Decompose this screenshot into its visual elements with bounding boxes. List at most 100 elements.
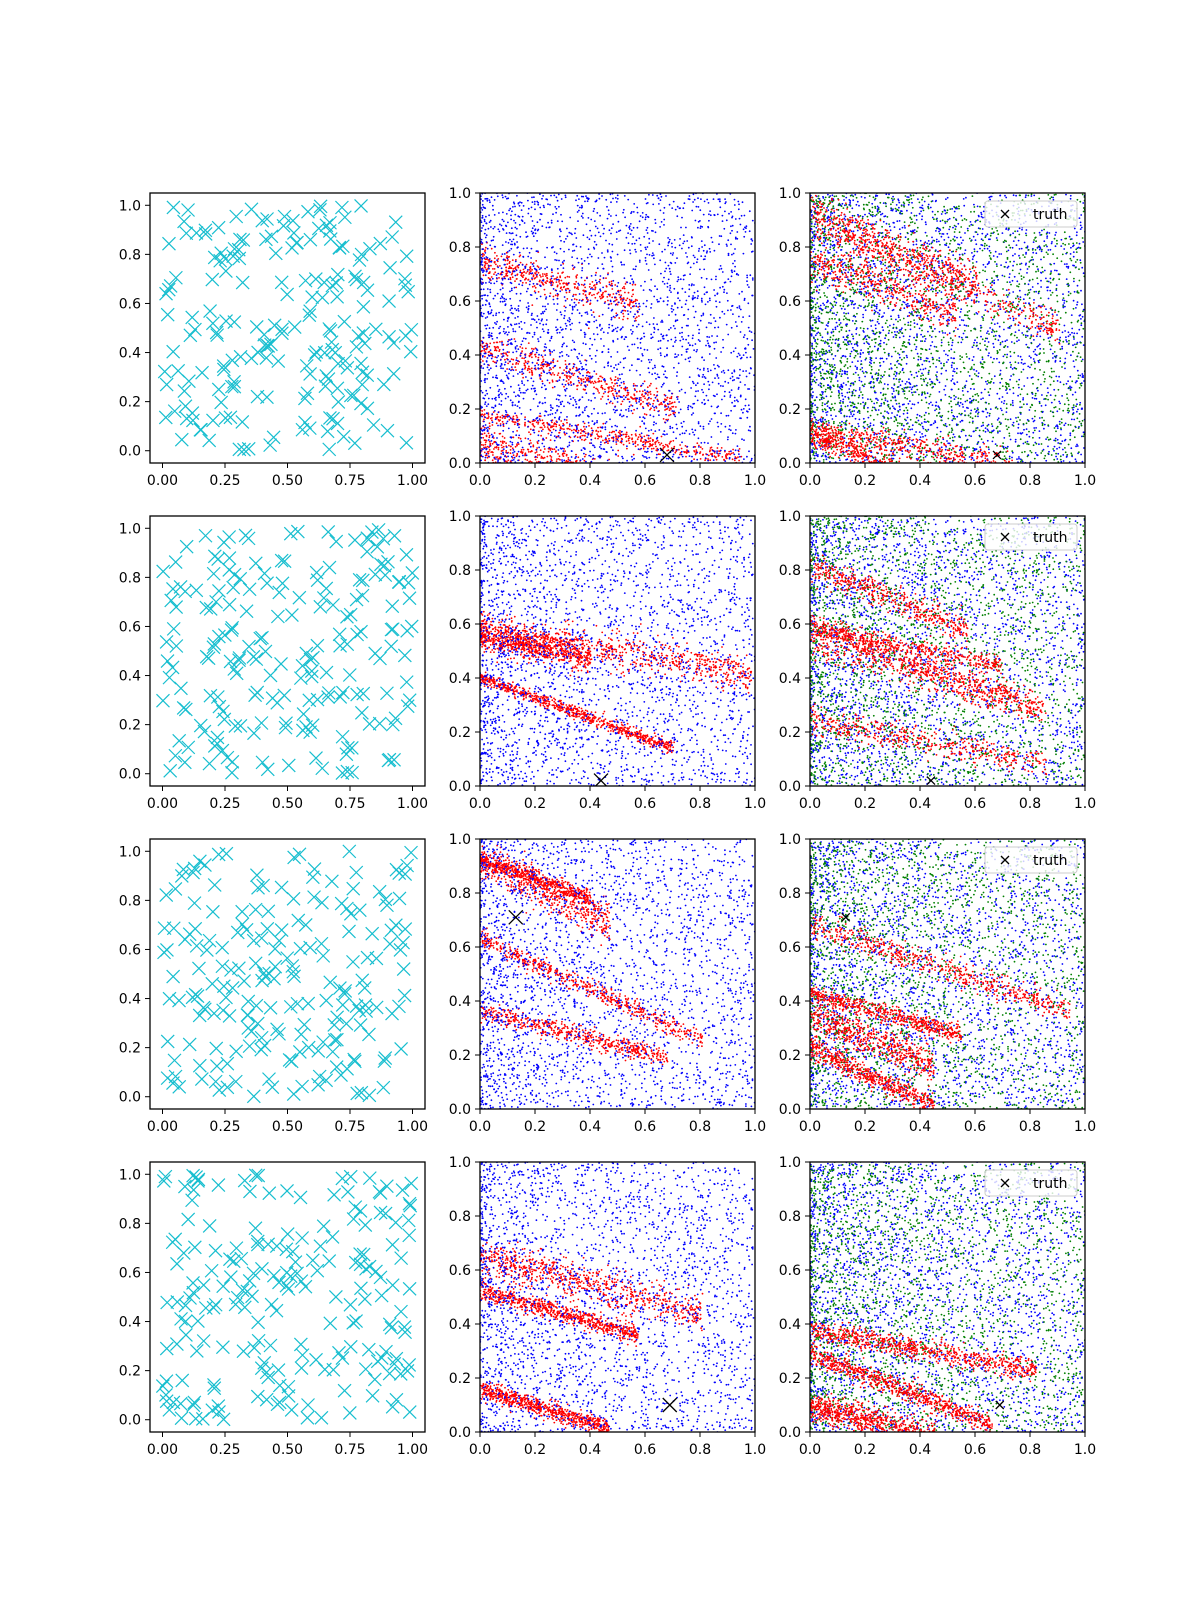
point <box>649 445 651 447</box>
point <box>632 443 634 445</box>
point <box>589 372 591 374</box>
point <box>733 351 735 353</box>
point <box>658 414 660 416</box>
point <box>539 374 541 376</box>
point <box>541 367 543 369</box>
point <box>624 288 626 290</box>
point <box>742 370 744 372</box>
point <box>570 398 572 400</box>
point <box>578 400 580 402</box>
point <box>659 403 661 405</box>
point <box>650 383 652 385</box>
point <box>498 449 500 451</box>
point <box>582 217 584 219</box>
point <box>655 397 657 399</box>
point <box>485 353 487 355</box>
point <box>627 304 629 306</box>
point <box>516 278 518 280</box>
point <box>485 401 487 403</box>
point <box>615 315 617 317</box>
point <box>736 307 738 309</box>
point <box>729 454 731 456</box>
point <box>604 389 606 391</box>
point <box>734 456 736 458</box>
point <box>747 388 749 390</box>
x-tick-label: 0.4 <box>579 473 601 489</box>
point <box>498 403 500 405</box>
point <box>580 384 582 386</box>
point <box>669 403 671 405</box>
point <box>502 424 504 426</box>
point <box>671 305 673 307</box>
point <box>492 228 494 230</box>
point <box>916 215 918 217</box>
point <box>647 227 649 229</box>
point <box>481 227 483 229</box>
point <box>670 262 672 264</box>
point <box>502 430 504 432</box>
point <box>591 344 593 346</box>
point <box>596 327 598 329</box>
point <box>671 410 673 412</box>
point <box>496 447 498 449</box>
point <box>664 207 666 209</box>
point <box>501 363 503 365</box>
point <box>1082 241 1084 243</box>
point <box>542 280 544 282</box>
point <box>646 403 648 405</box>
point <box>660 199 662 201</box>
point <box>550 406 552 408</box>
point <box>514 206 516 208</box>
point <box>607 395 609 397</box>
point <box>558 281 560 283</box>
point <box>602 292 604 294</box>
point <box>520 280 522 282</box>
point <box>565 300 567 302</box>
point <box>482 225 484 227</box>
point <box>591 434 593 436</box>
point <box>548 451 550 453</box>
point <box>575 228 577 230</box>
point <box>570 384 572 386</box>
point <box>527 200 529 202</box>
point <box>650 393 652 395</box>
point <box>740 331 742 333</box>
point <box>586 379 588 381</box>
point <box>571 234 573 236</box>
point <box>527 380 529 382</box>
point <box>510 446 512 448</box>
point <box>565 238 567 240</box>
point <box>488 436 490 438</box>
point <box>620 296 622 298</box>
point <box>622 434 624 436</box>
point <box>660 273 662 275</box>
point <box>552 407 554 409</box>
point <box>549 354 551 356</box>
point <box>518 203 520 205</box>
point <box>623 367 625 369</box>
point <box>505 414 507 416</box>
point <box>482 337 484 339</box>
point <box>545 323 547 325</box>
point <box>483 346 485 348</box>
point <box>636 299 638 301</box>
point <box>565 290 567 292</box>
point <box>610 260 612 262</box>
point <box>514 227 516 229</box>
point <box>581 380 583 382</box>
point <box>663 277 665 279</box>
point <box>542 273 544 275</box>
point <box>673 454 675 456</box>
point <box>558 379 560 381</box>
point <box>858 205 860 207</box>
point <box>611 319 613 321</box>
point <box>645 257 647 259</box>
point <box>494 271 496 273</box>
point <box>640 215 642 217</box>
point <box>497 347 499 349</box>
point <box>587 257 589 259</box>
point <box>654 285 656 287</box>
point <box>491 276 493 278</box>
point <box>566 454 568 456</box>
point <box>749 330 751 332</box>
